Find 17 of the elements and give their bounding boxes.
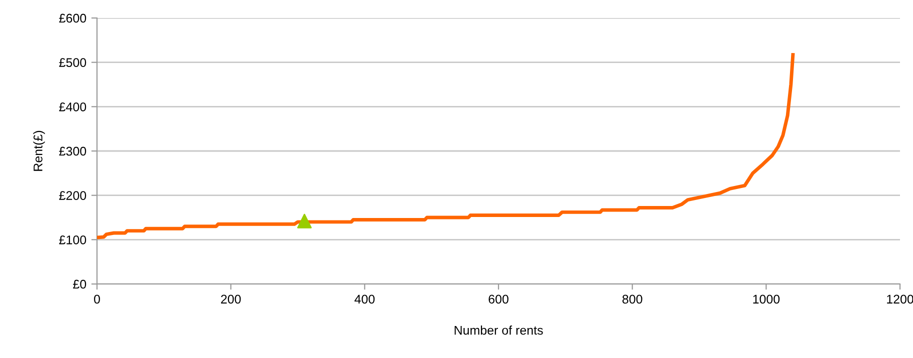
y-tick-label: £400 [59,102,86,112]
x-tick-label: 1000 [753,294,780,304]
line-series [97,53,795,240]
y-tick-label: £200 [59,191,86,200]
x-tick-label: 400 [354,294,375,304]
y-tick-label: £600 [59,14,86,23]
x-tick-label: 1200 [887,294,913,304]
x-tick-label: 800 [622,294,642,304]
y-tick-label: £100 [59,235,86,244]
x-axis-title: Number of rents [454,326,543,335]
y-axis-title: Rent(£) [33,130,45,171]
x-tick-label: 600 [488,294,508,304]
y-tick-label: £300 [59,146,86,156]
x-tick-label: 200 [221,294,241,304]
y-tick-label: £500 [59,58,86,67]
y-tick-label: £0 [73,280,86,289]
x-tick-label: 0 [94,294,100,304]
